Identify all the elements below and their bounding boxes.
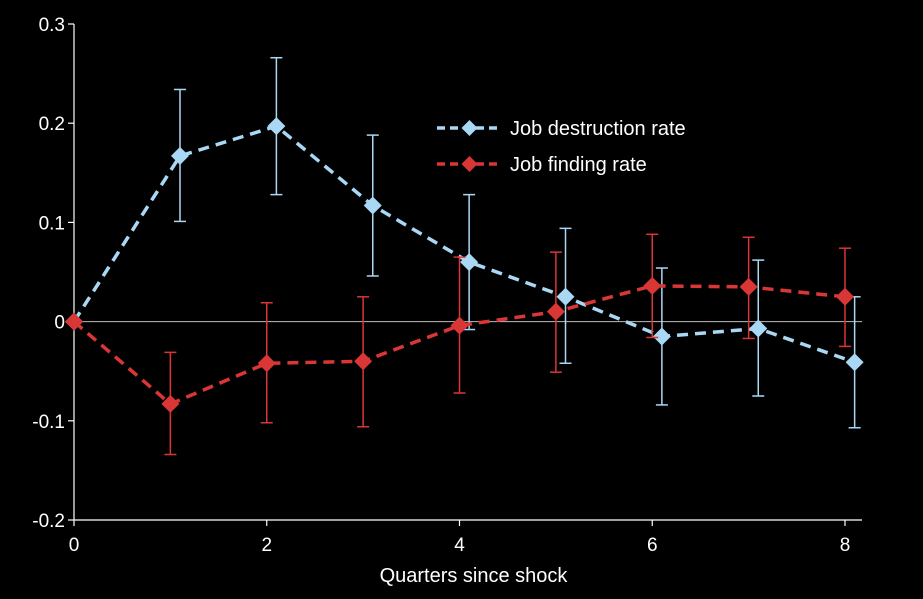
data-point bbox=[652, 327, 671, 346]
data-point bbox=[836, 287, 854, 306]
data-point bbox=[845, 353, 864, 372]
data-point bbox=[354, 352, 373, 371]
data-point bbox=[363, 196, 382, 215]
series-1 bbox=[65, 56, 864, 429]
y-tick-label: -0.2 bbox=[32, 511, 65, 532]
data-point bbox=[267, 117, 286, 136]
data-point bbox=[65, 312, 83, 331]
data-point bbox=[460, 253, 479, 272]
data-point bbox=[556, 287, 575, 306]
data-point bbox=[739, 277, 758, 296]
x-tick-label: 2 bbox=[261, 535, 272, 556]
data-point bbox=[171, 146, 190, 165]
y-tick-label: 0.1 bbox=[39, 213, 65, 234]
series-line bbox=[72, 284, 846, 406]
legend-label: Job finding rate bbox=[510, 154, 647, 176]
x-tick-label: 6 bbox=[647, 535, 658, 556]
data-point bbox=[643, 276, 662, 295]
plot-area bbox=[65, 56, 864, 456]
y-tick-label: 0 bbox=[54, 313, 65, 334]
data-point bbox=[749, 319, 768, 338]
data-point bbox=[161, 394, 180, 413]
x-tick-label: 8 bbox=[840, 535, 851, 556]
x-axis-title: Quarters since shock bbox=[380, 565, 569, 587]
legend-label: Job destruction rate bbox=[510, 118, 686, 140]
x-tick-label: 4 bbox=[454, 535, 465, 556]
axes: -0.2 -0.1 0 0.1 0.2 0.3 0 2 4 6 8 bbox=[32, 15, 862, 556]
data-point bbox=[257, 354, 276, 373]
x-tick-label: 0 bbox=[69, 535, 80, 556]
data-point bbox=[450, 316, 469, 335]
legend: Job destruction rate Job finding rate bbox=[437, 118, 686, 176]
legend-marker bbox=[461, 156, 478, 172]
y-tick-label: 0.3 bbox=[39, 15, 65, 36]
legend-marker bbox=[461, 120, 478, 136]
y-tick-label: -0.1 bbox=[32, 412, 65, 433]
y-tick-label: 0.2 bbox=[39, 114, 65, 135]
series-2 bbox=[65, 233, 854, 456]
data-point bbox=[546, 302, 565, 321]
